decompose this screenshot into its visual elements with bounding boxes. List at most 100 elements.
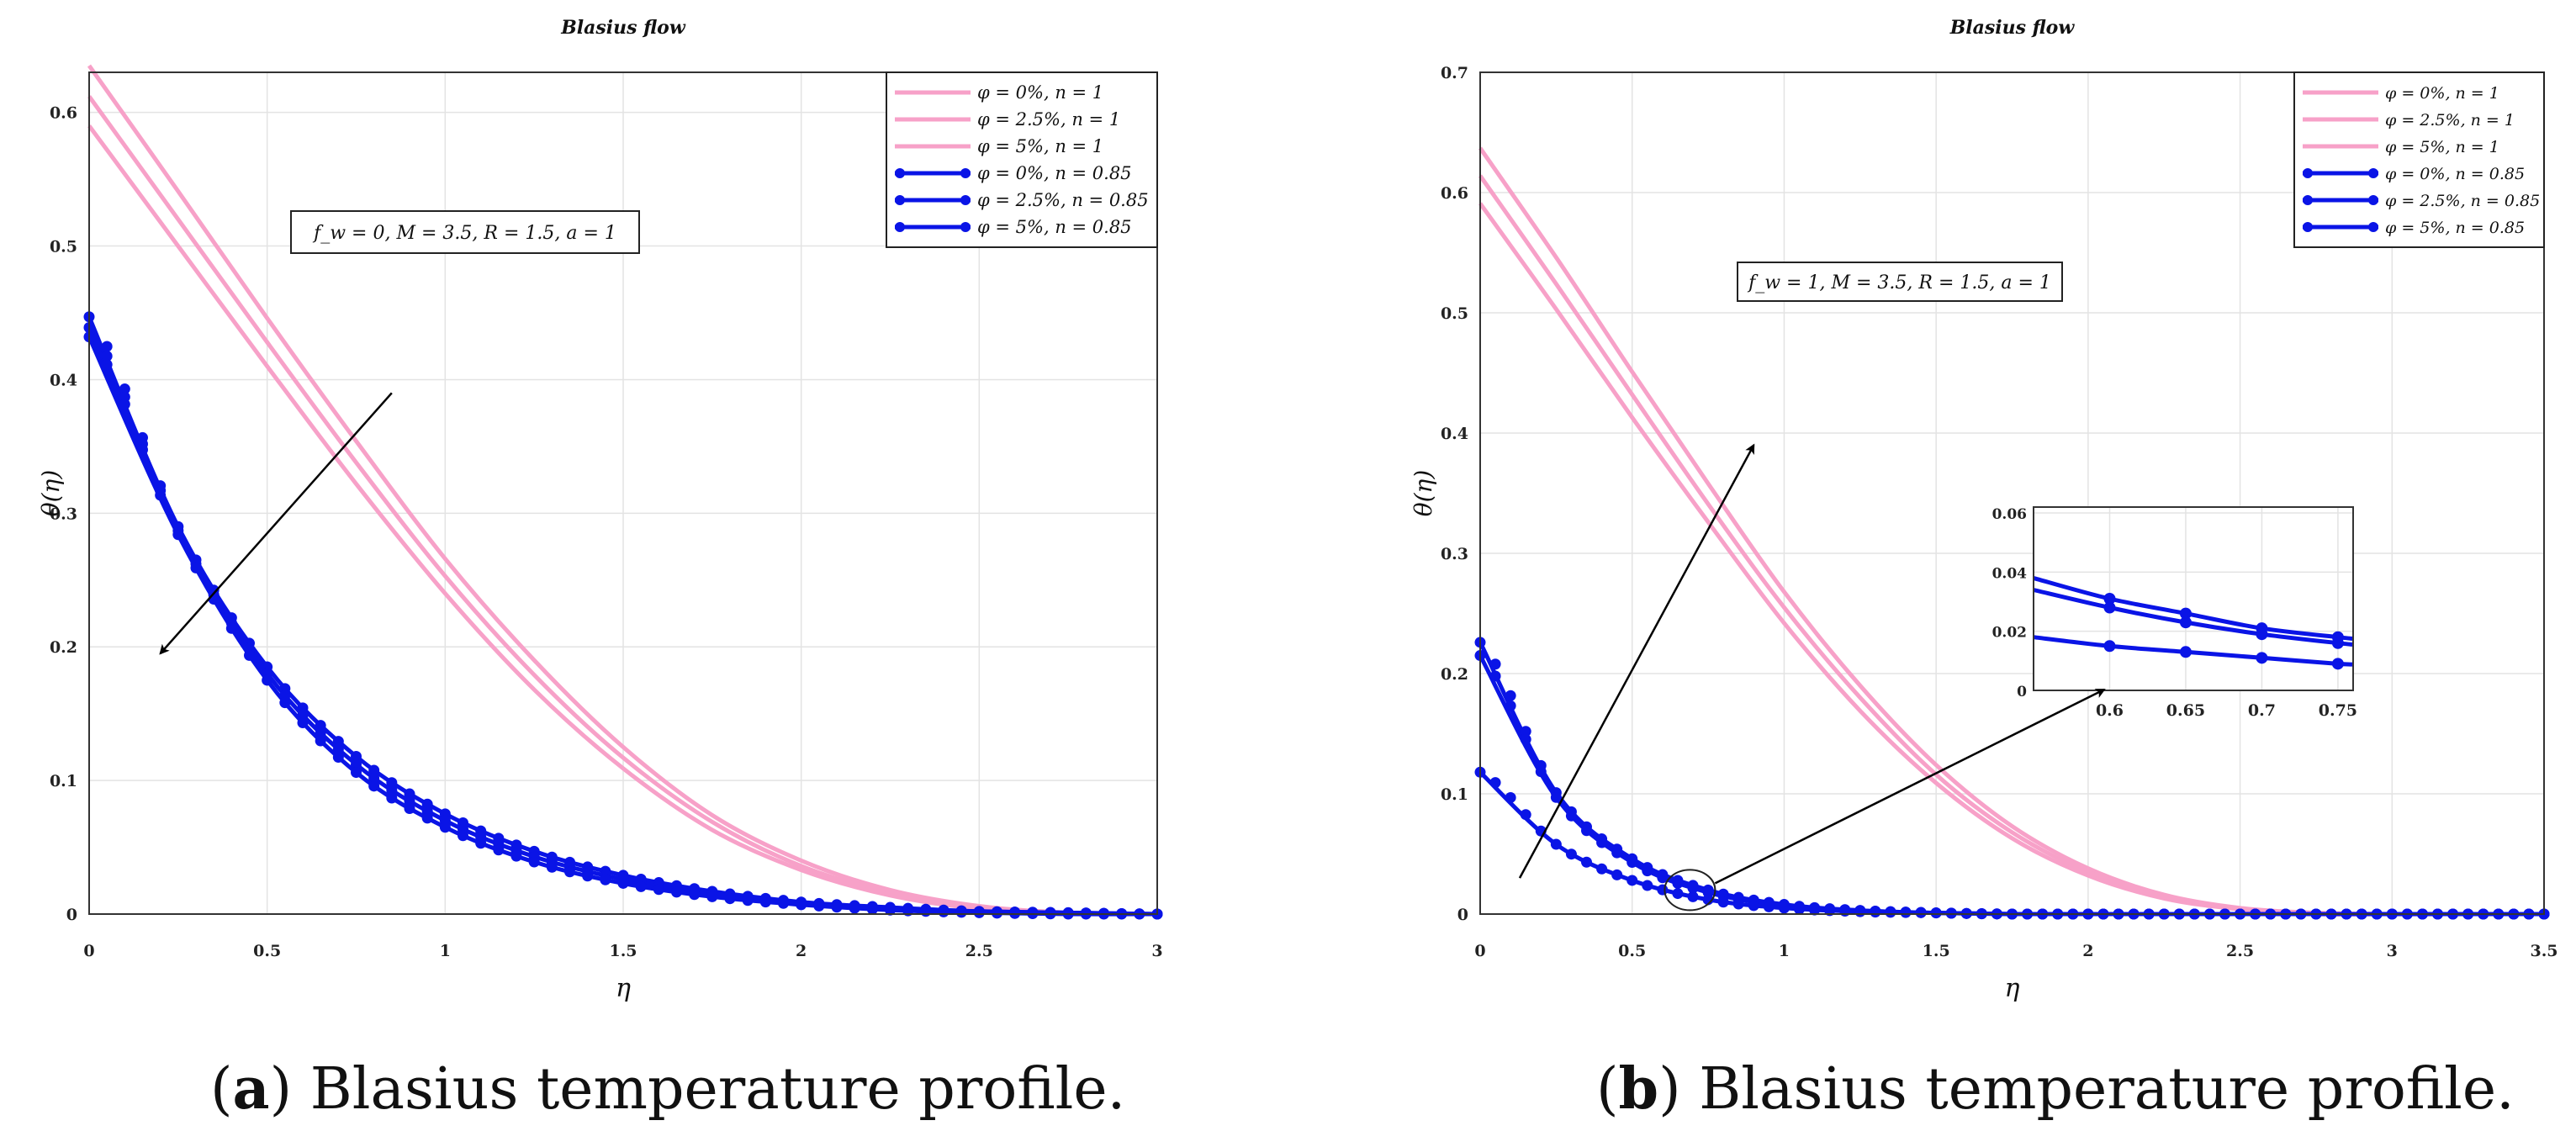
b-series-5-point-22 [1809, 904, 1821, 916]
b-xlabel: η [2005, 974, 2020, 1003]
a-series-5-point-45 [885, 904, 896, 916]
a-series-5-point-24 [510, 850, 522, 862]
a-series-3-point-15 [351, 751, 362, 763]
a-legend-marker-start-5 [895, 222, 905, 232]
a-series-line-2 [87, 124, 1158, 917]
b-series-5-point-20 [1778, 902, 1790, 914]
b-inset-point-1-3 [2256, 628, 2268, 641]
b-legend-label-5: φ = 5%, n = 0.85 [2385, 219, 2525, 237]
b-inset-point-2-1 [2103, 640, 2116, 653]
b-inset: 0.6 0.65 0.7 0.75 0 0.02 0.04 0.06 [1992, 506, 2357, 720]
b-series-5-point-30 [1930, 907, 1942, 919]
b-xtick-label-2: 1 [1779, 942, 1790, 960]
b-legend-marker-start-3 [2303, 168, 2313, 178]
a-series-5-point-25 [528, 856, 540, 868]
a-series-3-point-16 [368, 764, 380, 776]
b-series-5-point-16 [1717, 896, 1729, 908]
b-ytick-label-1: 0.1 [1441, 785, 1468, 804]
a-xtick-label-6: 3 [1151, 942, 1162, 960]
a-legend-label-1: φ = 2.5%, n = 1 [977, 109, 1120, 130]
caption-b: (b) Blasius temperature profile. [1596, 1055, 2515, 1123]
b-legend-label-0: φ = 0%, n = 1 [2385, 84, 2499, 103]
b-series-5-point-14 [1687, 891, 1699, 902]
a-series-5-point-1 [101, 359, 113, 371]
a-series-5-point-5 [172, 529, 184, 541]
a-series-5-point-22 [475, 838, 487, 849]
a-series-5-point-31 [635, 880, 647, 892]
a-ytick-label-2: 0.2 [50, 638, 77, 657]
b-ytick-label-5: 0.5 [1441, 304, 1468, 323]
b-xtick-label-0: 0 [1474, 942, 1485, 960]
b-ytick-label-7: 0.7 [1441, 64, 1468, 82]
b-axes-frame [1479, 71, 2545, 915]
b-inset-ytick-label-3: 0.06 [1992, 506, 2027, 523]
a-series-5-point-51 [992, 907, 1002, 919]
b-legend-label-3: φ = 0%, n = 0.85 [2385, 165, 2525, 183]
b-inset-xtick-label-3: 0.75 [2319, 701, 2357, 720]
b-series-4-point-9 [1611, 847, 1623, 859]
a-xtick-label-4: 2 [796, 942, 807, 960]
a-ytick-label-3: 0.3 [50, 505, 77, 523]
b-inset-frame [2033, 506, 2354, 691]
b-annotation-text: f_w = 1, M = 3.5, R = 1.5, a = 1 [1747, 272, 2051, 293]
a-series-5-point-15 [351, 767, 362, 779]
caption-b-text: Blasius temperature profile. [1680, 1056, 2515, 1123]
a-series-5-point-11 [279, 697, 291, 709]
b-series-5-point-26 [1870, 906, 1881, 918]
b-series-4-point-12 [1657, 872, 1669, 884]
chart-a: 0 0.5 1 1.5 2 2.5 3 0 0.1 0.2 0.3 0.4 0.5 0.6 Blasius … [37, 17, 1163, 1003]
a-series-5-point-32 [653, 884, 664, 896]
a-series-5-point-10 [262, 674, 273, 686]
b-inset-point-2-4 [2331, 658, 2344, 670]
b-xtick-label-3: 1.5 [1923, 942, 1950, 960]
b-series-4-point-11 [1642, 865, 1653, 877]
a-series-5-point-12 [297, 717, 309, 729]
b-inset-point-1-1 [2103, 601, 2116, 614]
b-series-4-point-5 [1550, 791, 1562, 803]
a-axes-frame [88, 71, 1158, 915]
b-ytick-label-2: 0.2 [1441, 665, 1468, 684]
b-inset-point-1-4 [2331, 637, 2344, 649]
a-series-5-point-20 [439, 822, 451, 833]
b-series-5-point-27 [1885, 906, 1896, 918]
b-series-4-point-2 [1505, 700, 1516, 711]
a-series-5-point-13 [315, 735, 326, 747]
a-title: Blasius flow [560, 17, 686, 39]
b-series-5-point-25 [1854, 906, 1866, 917]
b-inset-xtick-label-1: 0.65 [2166, 701, 2205, 720]
a-legend-marker-end-5 [960, 222, 971, 232]
b-series-4-point-8 [1596, 837, 1608, 848]
a-series-5-point-18 [404, 803, 415, 815]
b-title: Blasius flow [1949, 17, 2076, 39]
a-series-5-point-43 [849, 902, 860, 914]
a-annotation-text: f_w = 0, M = 3.5, R = 1.5, a = 1 [312, 223, 616, 244]
a-series-5-point-33 [671, 886, 682, 898]
a-series-5-point-44 [866, 903, 878, 915]
caption-b-letter: b [1618, 1055, 1659, 1123]
caption-a: (a) Blasius temperature profile. [210, 1055, 1126, 1123]
a-legend-marker-end-3 [960, 168, 971, 178]
b-xtick-label-6: 3 [2387, 942, 2398, 960]
b-inset-xtick-label-0: 0.6 [2096, 701, 2124, 720]
b-series-5-point-1 [1489, 777, 1501, 789]
a-series-5-point-9 [244, 649, 255, 661]
b-xtick-label-1: 0.5 [1618, 942, 1646, 960]
a-series-5-point-14 [332, 752, 344, 764]
a-xtick-label-0: 0 [83, 942, 94, 960]
a-series-5-point-38 [759, 896, 771, 908]
b-series-5-point-12 [1657, 884, 1669, 896]
a-series-5-point-29 [600, 874, 611, 885]
b-ytick-label-3: 0.3 [1441, 545, 1468, 563]
a-ytick-label-4: 0.4 [50, 371, 77, 389]
b-legend-label-1: φ = 2.5%, n = 1 [2385, 111, 2515, 130]
b-legend-marker-end-3 [2368, 168, 2378, 178]
a-series-4-point-1 [101, 350, 113, 362]
b-xtick-label-5: 2.5 [2226, 942, 2254, 960]
a-series-5-point-30 [617, 877, 629, 889]
b-inset-xtick-label-2: 0.7 [2248, 701, 2276, 720]
b-series-5-point-5 [1550, 838, 1562, 850]
b-series-5-point-13 [1672, 888, 1684, 900]
b-inset-ytick-label-1: 0.02 [1992, 625, 2027, 642]
a-series-line-5 [87, 336, 1158, 917]
